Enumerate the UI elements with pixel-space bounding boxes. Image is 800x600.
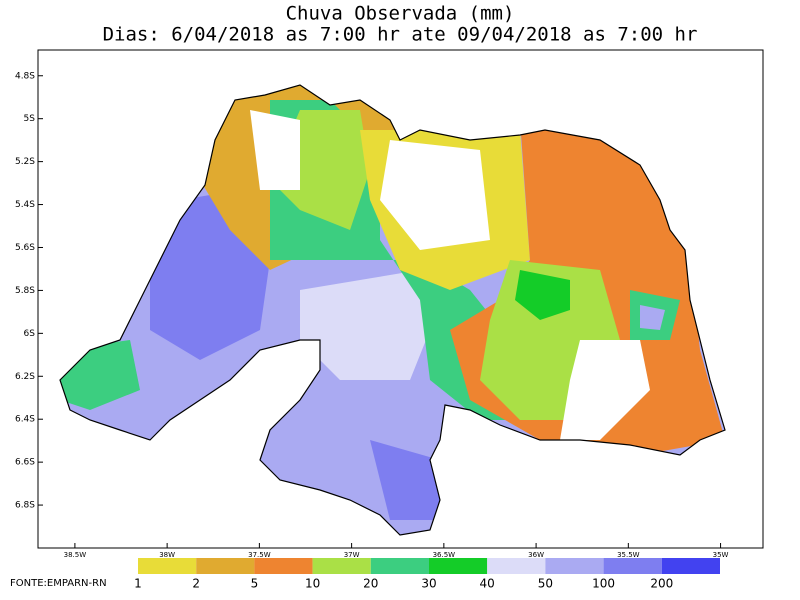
y-tick-label: 6.6S: [15, 458, 35, 468]
legend-label: 20: [363, 577, 378, 591]
legend-swatch: [545, 558, 604, 574]
y-tick-label: 5.6S: [15, 243, 35, 253]
legend-label: 10: [305, 577, 320, 591]
y-tick-label: 6.4S: [15, 415, 35, 425]
y-tick-label: 6.8S: [15, 501, 35, 511]
legend-label: 50: [538, 577, 553, 591]
x-tick-label: 38.5W: [64, 551, 87, 559]
x-tick-label: 35.5W: [617, 551, 640, 559]
legend-swatch: [487, 558, 546, 574]
legend-label: 30: [421, 577, 436, 591]
legend-swatch: [370, 558, 429, 574]
x-tick-label: 36W: [528, 551, 544, 559]
map-subtitle: Dias: 6/04/2018 as 7:00 hr ate 09/04/201…: [103, 24, 698, 46]
legend-swatch: [429, 558, 488, 574]
legend-swatch: [661, 558, 720, 574]
map-frame: [37, 49, 764, 549]
legend-swatch: [254, 558, 313, 574]
legend-swatch: [196, 558, 255, 574]
y-tick-label: 5.4S: [15, 200, 35, 210]
legend-label: 100: [592, 577, 615, 591]
y-tick-label: 5.8S: [15, 286, 35, 296]
legend-label: 200: [650, 577, 673, 591]
legend-swatch: [603, 558, 662, 574]
rain-field: [60, 85, 725, 535]
x-tick-label: 36.5W: [433, 551, 456, 559]
legend-label: 40: [480, 577, 495, 591]
y-tick-label: 6S: [24, 329, 36, 339]
legend-swatch: [138, 558, 197, 574]
legend-swatch: [312, 558, 371, 574]
x-tick-label: 37W: [344, 551, 360, 559]
x-tick-label: 37.5W: [248, 551, 271, 559]
state-outline: [59, 84, 726, 536]
x-tick-label: 35W: [713, 551, 729, 559]
y-tick-label: 5.2S: [15, 157, 35, 167]
y-tick-label: 5S: [24, 114, 36, 124]
map-title: Chuva Observada (mm): [286, 3, 515, 25]
y-tick-label: 6.2S: [15, 372, 35, 382]
y-tick-label: 4.8S: [15, 71, 35, 81]
x-tick-label: 38W: [159, 551, 175, 559]
source-note: FONTE:EMPARN-RN: [10, 578, 107, 589]
legend-label: 5: [251, 577, 259, 591]
legend-label: 1: [134, 577, 142, 591]
legend-label: 2: [192, 577, 200, 591]
